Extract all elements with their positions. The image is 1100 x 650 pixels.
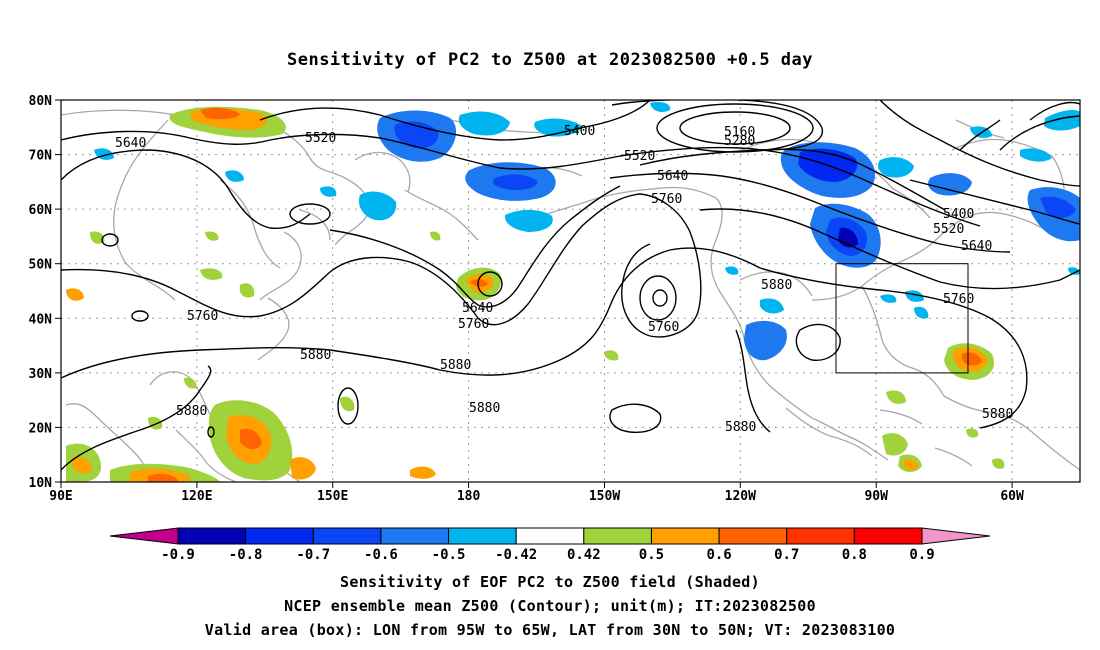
contour-label: 5760 [943,292,974,307]
latitude-labels: 80N 70N 60N 50N 40N 30N 20N 10N [29,94,53,491]
colorbar-swatch [245,527,314,545]
contour-label: 5640 [961,239,992,254]
contour-label: 5760 [648,320,679,335]
colorbar-tick-label: -0.5 [432,547,466,563]
contour-label: 5880 [440,358,471,373]
lat-label: 80N [29,94,53,109]
lat-label: 30N [29,367,53,382]
colorbar-tick-label: -0.7 [296,547,330,563]
contour-label: 5640 [115,136,146,151]
colorbar: -0.9 -0.8 -0.7 -0.6 -0.5 -0.42 0.42 0.5 0.6 0.7 0.… [109,527,991,563]
lon-label: 90E [49,489,72,504]
colorbar-swatch [515,527,585,545]
lon-label: 180 [457,489,481,504]
longitude-labels: 90E 120E 150E 180 150W 120W 90W 60W [49,489,1024,504]
contour-label: 5880 [725,420,756,435]
lat-label: 20N [29,421,53,436]
colorbar-swatch [312,527,382,545]
colorbar-tick-label: 0.7 [774,547,799,563]
colorbar-tick-label: -0.6 [364,547,398,563]
contour-label: 5760 [187,309,218,324]
lon-label: 150W [589,489,620,504]
colorbar-tick-label: 0.5 [639,547,664,563]
contour-label: 5520 [305,131,336,146]
contour-label: 5880 [469,401,500,416]
colorbar-swatch [177,527,247,545]
colorbar-swatch [583,527,652,545]
plot-frame [60,99,1081,483]
contour-label: 5880 [300,348,331,363]
lon-label: 150E [317,489,348,504]
colorbar-tick-label: -0.8 [229,547,263,563]
contour-label: 5400 [564,124,595,139]
contour-label: 5880 [761,278,792,293]
colorbar-swatch [853,527,923,545]
colorbar-tick-label: 0.42 [567,547,601,563]
colorbar-tick-label: -0.9 [161,547,195,563]
z500-contours [61,100,1080,471]
contour-label: 5640 [462,301,493,316]
lat-label: 60N [29,203,53,218]
colorbar-tick-label: 0.9 [909,547,934,563]
lon-label: 120W [725,489,756,504]
colorbar-high-arrow [921,527,991,545]
contour-label: 5880 [176,404,207,419]
contour-label: 5520 [624,149,655,164]
colorbar-swatch [650,527,720,545]
lon-label: 90W [864,489,888,504]
contour-label: 5520 [933,222,964,237]
contour-label: 5160 [724,125,755,140]
colorbar-swatch [786,527,855,545]
contour-label: 5400 [943,207,974,222]
axis-ticks [55,99,1013,488]
lat-label: 40N [29,312,53,327]
footer-line-1: Sensitivity of EOF PC2 to Z500 field (Sh… [340,573,760,591]
colorbar-tick-label: 0.6 [706,547,731,563]
colorbar-swatch [718,527,788,545]
colorbar-swatch [448,527,517,545]
contour-labels: 5640 5520 5400 5160 5280 5520 5640 5760 … [115,124,1013,435]
contour-label: 5640 [657,169,688,184]
map-title: Sensitivity of PC2 to Z500 at 2023082500… [286,50,813,70]
colorbar-swatch [380,527,450,545]
lon-label: 60W [1000,489,1024,504]
footer-line-2: NCEP ensemble mean Z500 (Contour); unit(… [284,597,816,615]
contour-label: 5760 [458,317,489,332]
colorbar-tick-label: -0.42 [495,547,537,563]
footer-line-3: Valid area (box): LON from 95W to 65W, L… [204,621,896,639]
valid-area-box [835,263,969,374]
contour-label: 5760 [651,192,682,207]
lat-label: 50N [29,258,53,273]
lon-label: 120E [181,489,212,504]
contour-label: 5280 [724,134,755,149]
colorbar-tick-label: 0.8 [842,547,867,563]
lat-label: 70N [29,149,53,164]
colorbar-low-arrow [109,527,179,545]
contour-label: 5880 [982,407,1013,422]
lat-label: 10N [29,476,53,491]
sensitivity-shading [66,101,1080,482]
